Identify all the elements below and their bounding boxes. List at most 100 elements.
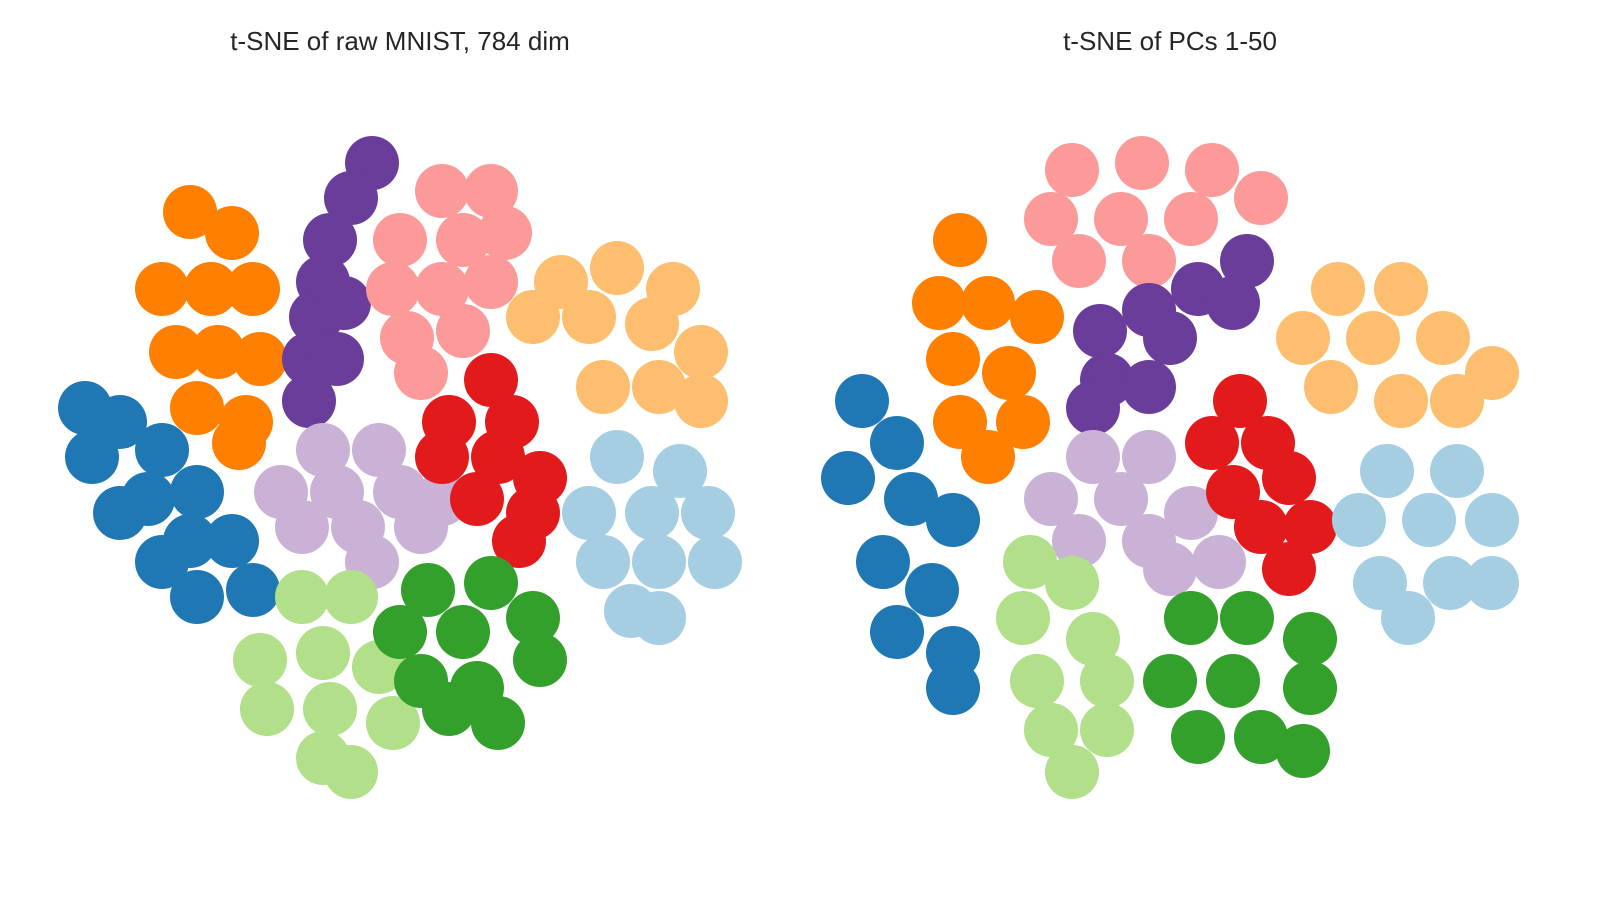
point	[373, 213, 427, 267]
point	[191, 325, 245, 379]
point	[513, 633, 567, 687]
point	[436, 304, 490, 358]
point	[366, 262, 420, 316]
point	[1276, 311, 1330, 365]
point	[149, 325, 203, 379]
point	[653, 444, 707, 498]
cluster	[821, 374, 980, 715]
point	[1066, 612, 1120, 666]
point	[1024, 703, 1078, 757]
point	[1206, 654, 1260, 708]
point	[1164, 192, 1218, 246]
point	[835, 374, 889, 428]
cluster	[366, 164, 532, 400]
point	[1262, 451, 1316, 505]
point	[471, 696, 525, 750]
point	[1283, 661, 1337, 715]
point	[1010, 290, 1064, 344]
point	[1003, 535, 1057, 589]
point	[884, 472, 938, 526]
point	[1423, 556, 1477, 610]
point	[590, 241, 644, 295]
point	[1381, 591, 1435, 645]
point	[464, 353, 518, 407]
point	[233, 332, 287, 386]
point	[1220, 234, 1274, 288]
point	[275, 570, 329, 624]
point	[688, 535, 742, 589]
point	[1234, 171, 1288, 225]
cluster	[996, 535, 1134, 799]
point	[422, 682, 476, 736]
point	[282, 374, 336, 428]
point	[1192, 535, 1246, 589]
cluster	[254, 423, 469, 589]
point	[324, 570, 378, 624]
point	[394, 346, 448, 400]
point	[1276, 724, 1330, 778]
point	[1115, 136, 1169, 190]
point	[1080, 703, 1134, 757]
cluster	[282, 136, 399, 428]
point	[1304, 360, 1358, 414]
point	[1465, 493, 1519, 547]
point	[576, 360, 630, 414]
point	[163, 185, 217, 239]
point	[226, 262, 280, 316]
point	[912, 276, 966, 330]
point	[415, 262, 469, 316]
point	[1465, 556, 1519, 610]
point	[135, 262, 189, 316]
point	[1073, 304, 1127, 358]
point	[1360, 444, 1414, 498]
point	[1416, 311, 1470, 365]
point	[1164, 591, 1218, 645]
cluster	[912, 213, 1064, 484]
point	[1052, 234, 1106, 288]
point	[961, 430, 1015, 484]
point	[303, 213, 357, 267]
point	[1220, 591, 1274, 645]
cluster	[135, 185, 287, 470]
point	[170, 570, 224, 624]
cluster	[373, 556, 567, 750]
point	[1024, 472, 1078, 526]
point	[674, 325, 728, 379]
point	[926, 332, 980, 386]
point	[1122, 234, 1176, 288]
point	[415, 164, 469, 218]
point	[233, 633, 287, 687]
point	[478, 206, 532, 260]
point	[1122, 430, 1176, 484]
point	[310, 332, 364, 386]
scatter-panel: t-SNE of raw MNIST, 784 dim	[58, 26, 742, 799]
point	[1094, 192, 1148, 246]
point	[205, 514, 259, 568]
cluster	[506, 241, 728, 428]
point	[1374, 262, 1428, 316]
point	[1346, 311, 1400, 365]
scatter-panel: t-SNE of PCs 1-50	[821, 26, 1519, 799]
point	[590, 430, 644, 484]
point	[632, 535, 686, 589]
point	[870, 605, 924, 659]
point	[982, 346, 1036, 400]
chart-title: t-SNE of PCs 1-50	[1063, 26, 1277, 56]
point	[1045, 143, 1099, 197]
point	[996, 591, 1050, 645]
point	[961, 276, 1015, 330]
cluster	[1024, 136, 1288, 288]
point	[212, 416, 266, 470]
point	[450, 472, 504, 526]
point	[1094, 472, 1148, 526]
point	[436, 213, 490, 267]
point	[1332, 493, 1386, 547]
point	[317, 276, 371, 330]
cluster	[1276, 262, 1519, 428]
point	[1143, 654, 1197, 708]
point	[492, 514, 546, 568]
point	[170, 381, 224, 435]
point	[324, 745, 378, 799]
point	[1283, 612, 1337, 666]
point	[933, 213, 987, 267]
